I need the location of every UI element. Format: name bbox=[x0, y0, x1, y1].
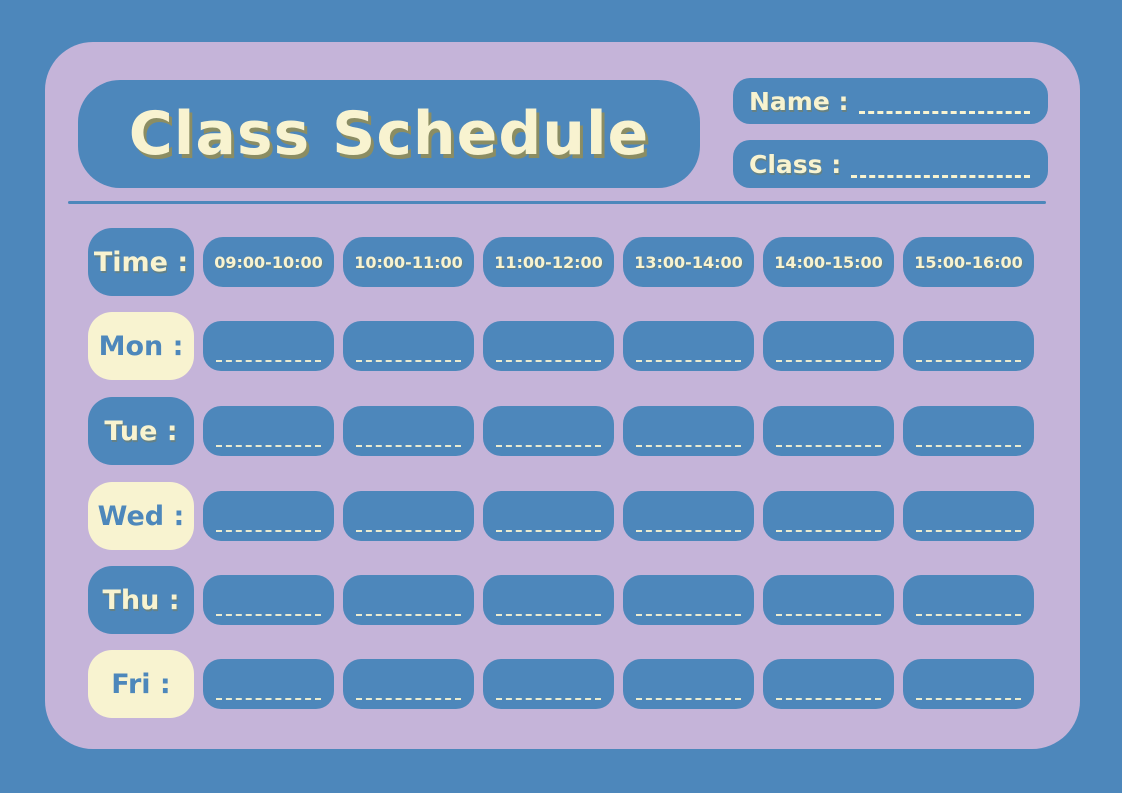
page-title: Class Schedule bbox=[128, 99, 650, 169]
write-in-line bbox=[216, 698, 321, 700]
cell-mon-slot-5[interactable] bbox=[763, 321, 894, 371]
cell-wed-slot-5[interactable] bbox=[763, 491, 894, 541]
cell-tue-slot-2[interactable] bbox=[343, 406, 474, 456]
write-in-line bbox=[496, 698, 601, 700]
cell-fri-slot-1[interactable] bbox=[203, 659, 334, 709]
write-in-line bbox=[216, 360, 321, 362]
cell-fri-slot-6[interactable] bbox=[903, 659, 1034, 709]
day-label-thu: Thu : bbox=[88, 566, 194, 634]
write-in-line bbox=[636, 360, 741, 362]
write-in-line bbox=[356, 445, 461, 447]
write-in-line bbox=[916, 530, 1021, 532]
cell-mon-slot-4[interactable] bbox=[623, 321, 754, 371]
name-field[interactable]: Name : bbox=[733, 78, 1048, 124]
name-label: Name : bbox=[749, 86, 849, 116]
write-in-line bbox=[496, 360, 601, 362]
time-slot-0900-1000: 09:00-10:00 bbox=[203, 237, 334, 287]
write-in-line bbox=[916, 614, 1021, 616]
write-in-line bbox=[216, 614, 321, 616]
write-in-line bbox=[636, 445, 741, 447]
write-in-line bbox=[356, 698, 461, 700]
write-in-line bbox=[916, 445, 1021, 447]
write-in-line bbox=[776, 445, 881, 447]
cell-tue-slot-1[interactable] bbox=[203, 406, 334, 456]
write-in-line bbox=[636, 530, 741, 532]
write-in-line bbox=[916, 698, 1021, 700]
cell-mon-slot-3[interactable] bbox=[483, 321, 614, 371]
time-header-label: Time : bbox=[88, 228, 194, 296]
cell-thu-slot-6[interactable] bbox=[903, 575, 1034, 625]
cell-thu-slot-1[interactable] bbox=[203, 575, 334, 625]
cell-fri-slot-3[interactable] bbox=[483, 659, 614, 709]
header-divider bbox=[68, 201, 1046, 204]
cell-mon-slot-1[interactable] bbox=[203, 321, 334, 371]
cell-wed-slot-6[interactable] bbox=[903, 491, 1034, 541]
name-write-in-line[interactable] bbox=[858, 111, 1030, 114]
wednesday-row: Wed : bbox=[88, 482, 1036, 550]
write-in-line bbox=[776, 530, 881, 532]
write-in-line bbox=[216, 445, 321, 447]
cell-tue-slot-3[interactable] bbox=[483, 406, 614, 456]
friday-row: Fri : bbox=[88, 650, 1036, 718]
cell-mon-slot-2[interactable] bbox=[343, 321, 474, 371]
time-slot-1100-1200: 11:00-12:00 bbox=[483, 237, 614, 287]
write-in-line bbox=[636, 614, 741, 616]
thursday-row: Thu : bbox=[88, 566, 1036, 634]
class-field[interactable]: Class : bbox=[733, 140, 1048, 188]
cell-tue-slot-5[interactable] bbox=[763, 406, 894, 456]
time-slot-1300-1400: 13:00-14:00 bbox=[623, 237, 754, 287]
cell-mon-slot-6[interactable] bbox=[903, 321, 1034, 371]
schedule-title-box: Class Schedule bbox=[78, 80, 700, 188]
cell-tue-slot-6[interactable] bbox=[903, 406, 1034, 456]
write-in-line bbox=[636, 698, 741, 700]
cell-wed-slot-3[interactable] bbox=[483, 491, 614, 541]
cell-wed-slot-1[interactable] bbox=[203, 491, 334, 541]
cell-wed-slot-2[interactable] bbox=[343, 491, 474, 541]
write-in-line bbox=[916, 360, 1021, 362]
cell-thu-slot-4[interactable] bbox=[623, 575, 754, 625]
write-in-line bbox=[776, 360, 881, 362]
write-in-line bbox=[356, 614, 461, 616]
cell-wed-slot-4[interactable] bbox=[623, 491, 754, 541]
class-label: Class : bbox=[749, 149, 842, 179]
write-in-line bbox=[496, 614, 601, 616]
write-in-line bbox=[496, 445, 601, 447]
time-slot-1400-1500: 14:00-15:00 bbox=[763, 237, 894, 287]
write-in-line bbox=[216, 530, 321, 532]
day-label-mon: Mon : bbox=[88, 312, 194, 380]
cell-fri-slot-4[interactable] bbox=[623, 659, 754, 709]
cell-thu-slot-2[interactable] bbox=[343, 575, 474, 625]
schedule-card: Class Schedule Name : Class : Time : 09:… bbox=[45, 42, 1080, 749]
write-in-line bbox=[496, 530, 601, 532]
write-in-line bbox=[356, 360, 461, 362]
write-in-line bbox=[356, 530, 461, 532]
cell-tue-slot-4[interactable] bbox=[623, 406, 754, 456]
time-slot-1500-1600: 15:00-16:00 bbox=[903, 237, 1034, 287]
cell-fri-slot-2[interactable] bbox=[343, 659, 474, 709]
day-label-tue: Tue : bbox=[88, 397, 194, 465]
write-in-line bbox=[776, 614, 881, 616]
write-in-line bbox=[776, 698, 881, 700]
day-label-wed: Wed : bbox=[88, 482, 194, 550]
time-slot-1000-1100: 10:00-11:00 bbox=[343, 237, 474, 287]
tuesday-row: Tue : bbox=[88, 397, 1036, 465]
cell-fri-slot-5[interactable] bbox=[763, 659, 894, 709]
day-label-fri: Fri : bbox=[88, 650, 194, 718]
class-write-in-line[interactable] bbox=[851, 175, 1030, 178]
cell-thu-slot-3[interactable] bbox=[483, 575, 614, 625]
cell-thu-slot-5[interactable] bbox=[763, 575, 894, 625]
time-header-row: Time : 09:00-10:00 10:00-11:00 11:00-12:… bbox=[88, 228, 1036, 296]
monday-row: Mon : bbox=[88, 312, 1036, 380]
